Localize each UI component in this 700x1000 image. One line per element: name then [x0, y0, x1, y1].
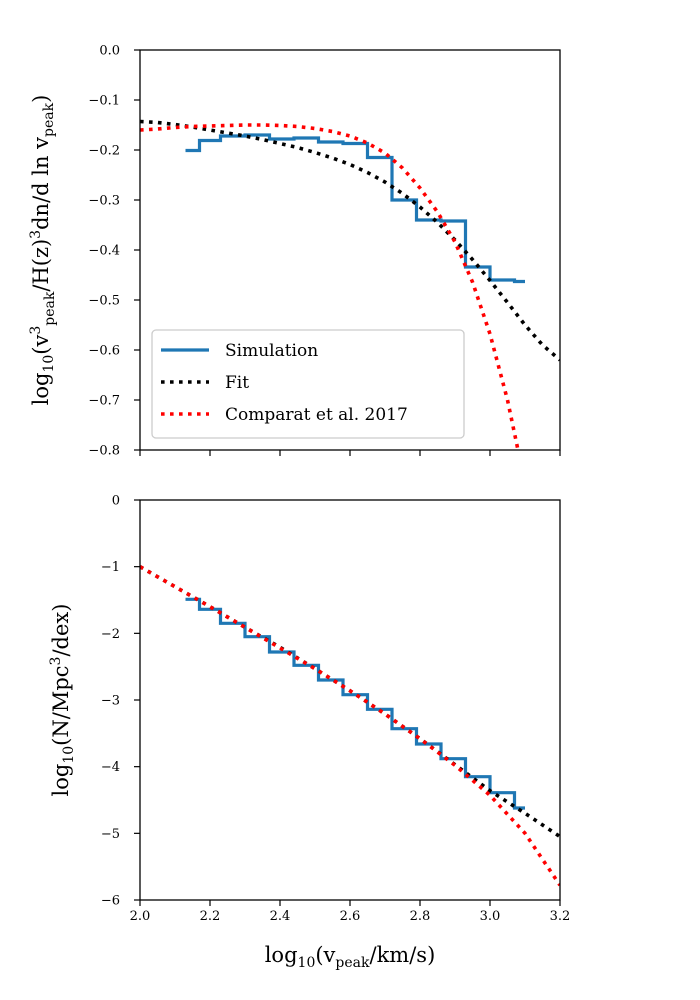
x-tick-label: 2.6 — [340, 909, 361, 924]
y-tick-label: −0.7 — [88, 394, 120, 409]
y-tick-label: −0.1 — [88, 94, 120, 109]
plot-area — [140, 565, 560, 887]
y-tick-label: −0.4 — [88, 244, 120, 259]
legend: Simulation Fit Comparat et al. 2017 — [151, 329, 465, 439]
x-axis-label: log10(vpeak/km/s) — [265, 943, 436, 971]
y-tick-label: −5 — [101, 827, 120, 842]
top-panel: 0.0 −0.1 −0.2 −0.3 −0.4 −0.5 −0.6 −0.7 −0.8 log10… — [28, 44, 561, 459]
legend-label: Fit — [225, 373, 249, 393]
y-tick-label: 0.0 — [99, 44, 120, 59]
x-tick-label: 3.0 — [480, 909, 501, 924]
y-tick-label: −4 — [101, 760, 120, 775]
y-tick-label: −0.8 — [88, 444, 120, 459]
legend-label: Comparat et al. 2017 — [225, 405, 408, 425]
bottom-panel: 2.0 2.2 2.4 2.6 2.8 3.0 3.2 0 −1 −2 −3 −4 −5 −6 log10(… — [48, 494, 570, 972]
x-tick-label: 2.8 — [410, 909, 431, 924]
y-tick-label: −6 — [101, 894, 120, 909]
legend-label: Simulation — [225, 341, 318, 361]
x-tick-label: 2.4 — [270, 909, 291, 924]
x-tick-label: 3.2 — [550, 909, 571, 924]
series-line-simulation — [185, 597, 525, 810]
series-line-fit — [140, 565, 560, 839]
y-tick-label: −0.3 — [88, 194, 120, 209]
plot-area — [140, 119, 560, 450]
series-line-comparat — [140, 123, 520, 450]
legend-box — [151, 329, 465, 439]
y-tick-label: −0.5 — [88, 294, 120, 309]
y-axis-label: log10(N/Mpc3/dex) — [48, 604, 77, 797]
y-tick-label: −2 — [101, 627, 120, 642]
axes-frame — [139, 499, 561, 901]
y-tick-label: −1 — [101, 560, 120, 575]
series-line-fit — [140, 119, 560, 362]
y-tick-label: −3 — [101, 694, 120, 709]
y-axis-label: log10(v3peak/H(z)3dn/d ln vpeak) — [28, 95, 58, 406]
y-tick-label: −0.6 — [88, 344, 120, 359]
y-tick-label: −0.2 — [88, 144, 120, 159]
x-tick-label: 2.0 — [130, 909, 151, 924]
series-line-comparat — [140, 565, 560, 887]
x-tick-label: 2.2 — [200, 909, 221, 924]
y-tick-label: 0 — [112, 494, 120, 509]
